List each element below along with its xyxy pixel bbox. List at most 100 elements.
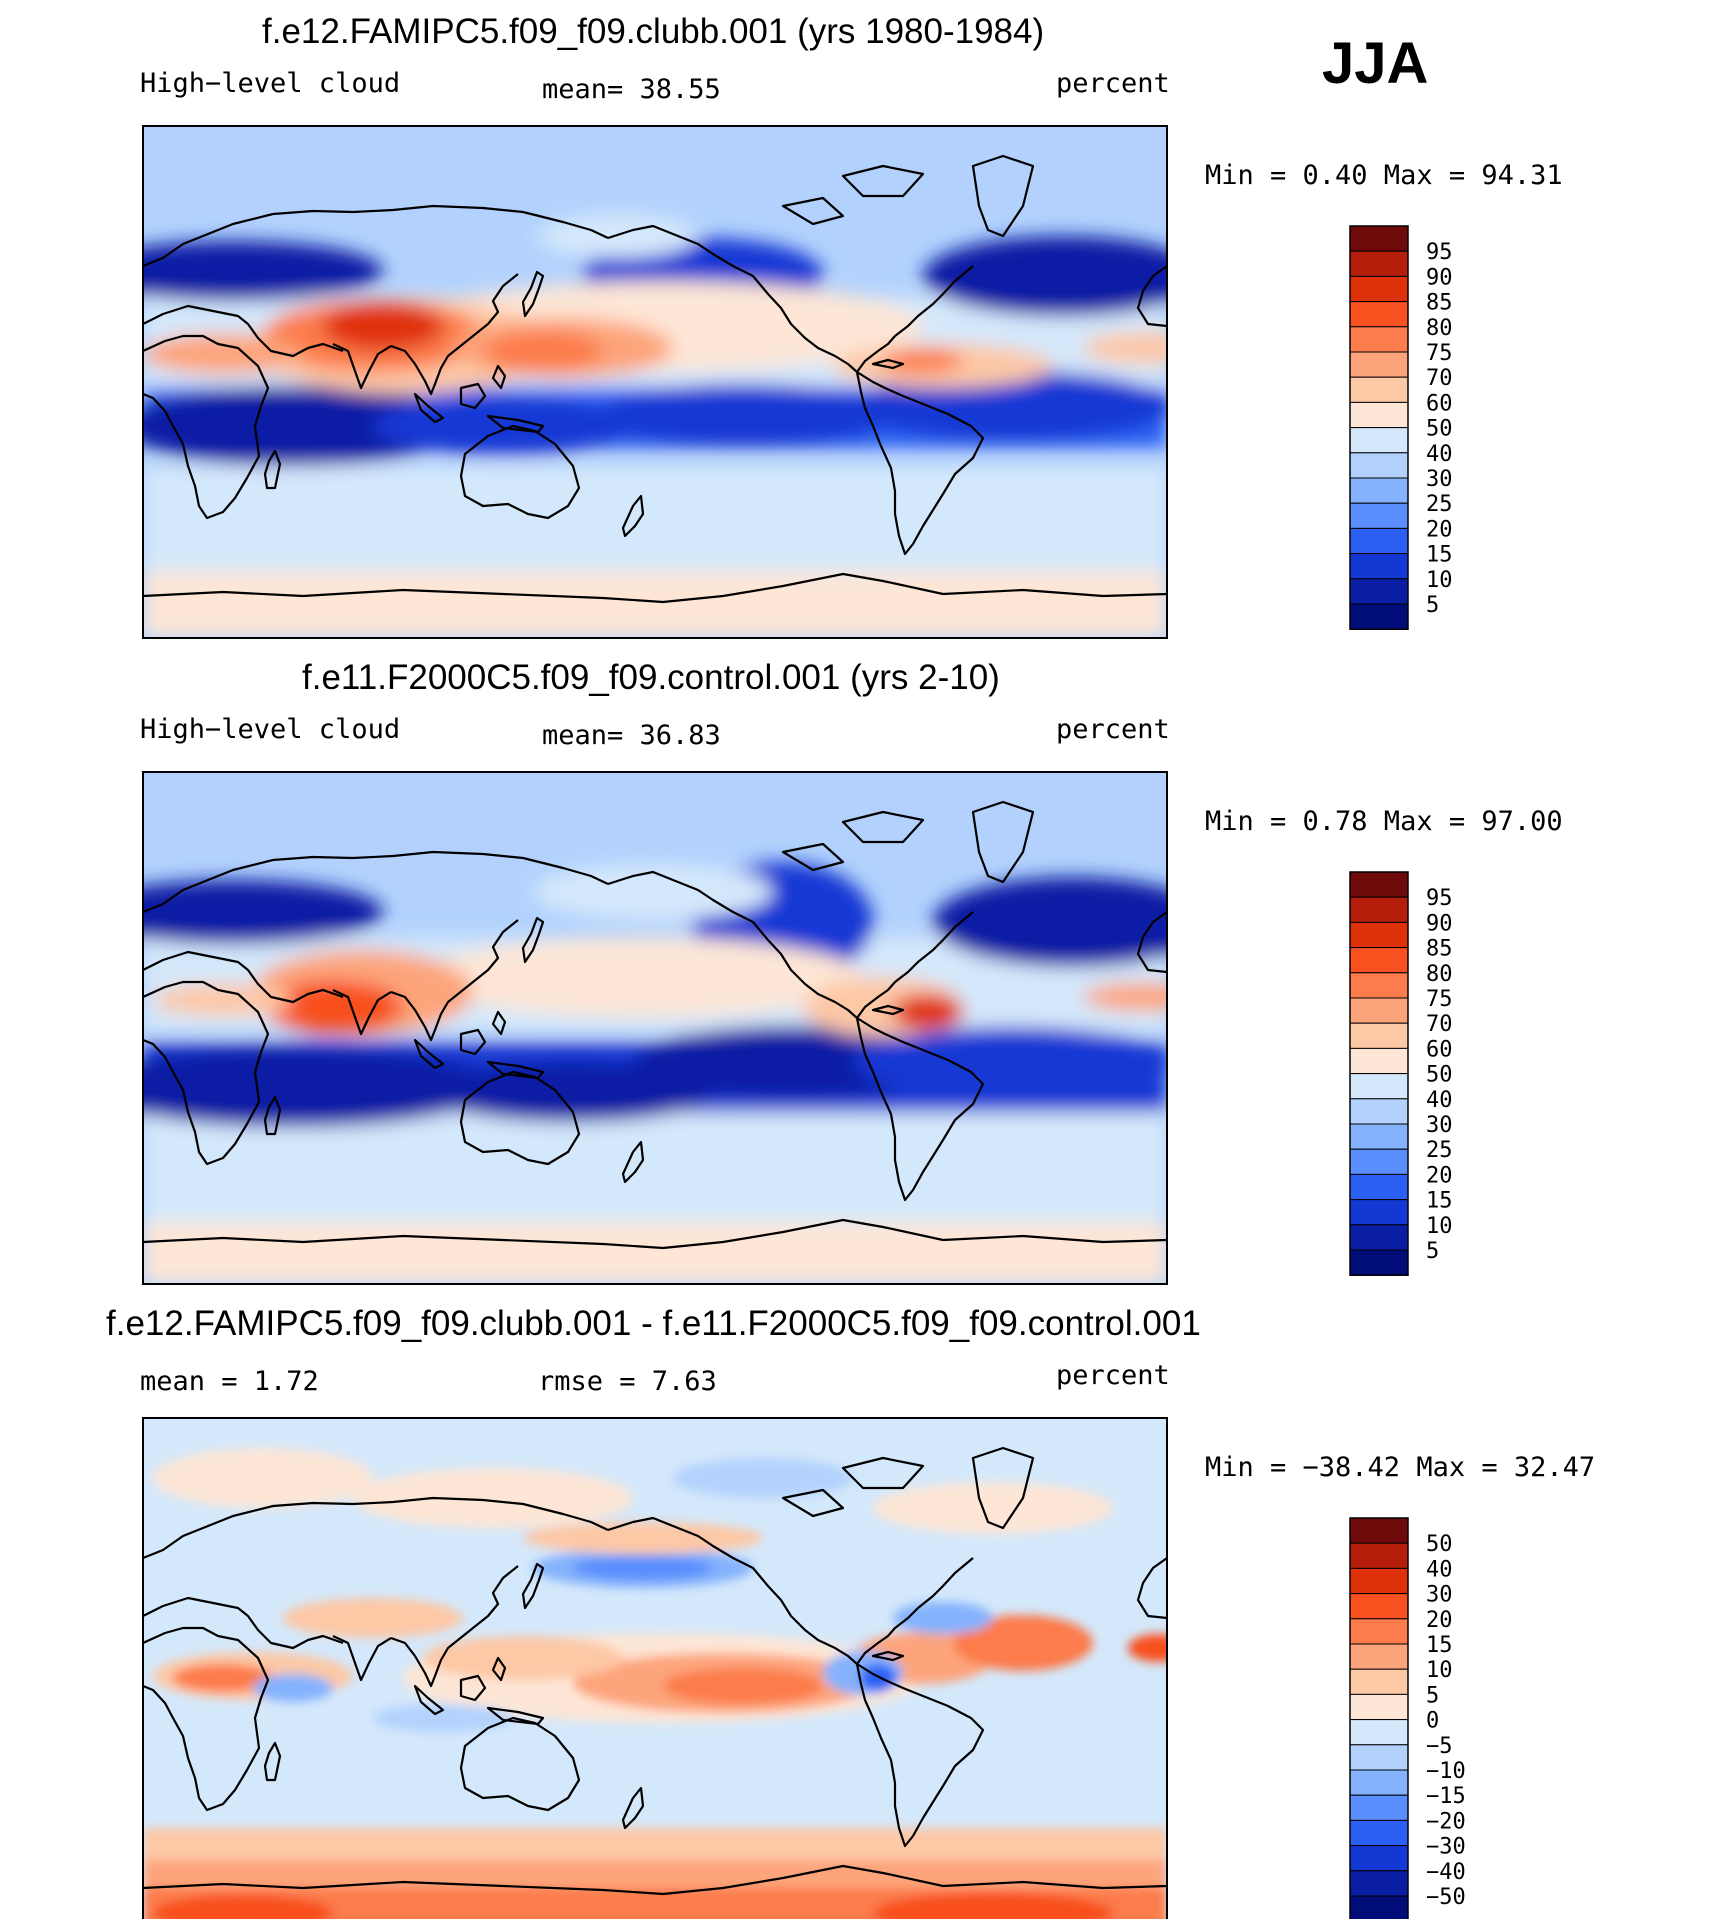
panel-2-mean-label: mean= 36.83 [542, 720, 721, 751]
colorbar-swatch [1349, 1693, 1409, 1721]
colorbar-swatch [1349, 1769, 1409, 1796]
colorbar-tick-label: −50 [1426, 1885, 1466, 1910]
colorbar-tick-label: 40 [1426, 442, 1453, 467]
colorbar-tick-label: 85 [1426, 291, 1453, 316]
colorbar-tick-label: −20 [1426, 1809, 1466, 1834]
colorbar-tick-label: 95 [1426, 240, 1453, 265]
colorbar-tick-label: 5 [1426, 1683, 1439, 1708]
panel-3-map [142, 1417, 1168, 1919]
panel-3-mean-label: mean = 1.72 [140, 1366, 319, 1397]
colorbar-swatch [1349, 1022, 1409, 1049]
colorbar-frame [1349, 871, 1409, 1276]
colorbar-tick-label: 20 [1426, 1608, 1453, 1633]
colorbar-tick-label: 75 [1426, 987, 1453, 1012]
colorbar-tick-label: 50 [1426, 1063, 1453, 1088]
panel-1-units-label: percent [1056, 68, 1170, 99]
colorbar-tick-label: 80 [1426, 962, 1453, 987]
colorbar-tick-label: 0 [1426, 1709, 1439, 1734]
colorbar-tick-label: 60 [1426, 391, 1453, 416]
colorbar-tick-label: 85 [1426, 937, 1453, 962]
colorbar-swatch [1349, 326, 1409, 353]
colorbar-swatch [1349, 376, 1409, 403]
colorbar-swatch [1349, 250, 1409, 277]
panel-3-minmax-label: Min = −38.42 Max = 32.47 [1205, 1452, 1596, 1483]
panel-1-variable-label: High−level cloud [140, 68, 401, 99]
colorbar-swatch [1349, 1199, 1409, 1226]
colorbar-swatch [1349, 1073, 1409, 1100]
colorbar-swatch [1349, 502, 1409, 529]
season-label: JJA [1322, 31, 1429, 96]
colorbar-swatch [1349, 1542, 1409, 1569]
colorbar-swatch [1349, 603, 1409, 630]
colorbar-swatch [1349, 1794, 1409, 1821]
colorbar-swatch [1349, 947, 1409, 974]
colorbar-frame [1349, 225, 1409, 630]
colorbar-tick-label: 15 [1426, 1633, 1453, 1658]
colorbar-swatch [1349, 972, 1409, 999]
colorbar-swatch [1349, 1819, 1409, 1847]
colorbar-swatch [1349, 896, 1409, 923]
colorbar-tick-label: −40 [1426, 1860, 1466, 1885]
colorbar-tick-label: 40 [1426, 1088, 1453, 1113]
colorbar-swatch [1349, 1744, 1409, 1771]
colorbar-swatch [1349, 578, 1409, 605]
colorbar-swatch [1349, 1173, 1409, 1201]
colorbar-tick-label: 15 [1426, 1189, 1453, 1214]
panel-3-title: f.e12.FAMIPC5.f09_f09.clubb.001 - f.e11.… [106, 1304, 1201, 1343]
panel-2-minmax-label: Min = 0.78 Max = 97.00 [1205, 806, 1563, 837]
colorbar-swatch [1349, 1047, 1409, 1075]
colorbar-tick-label: 90 [1426, 265, 1453, 290]
colorbar-swatch [1349, 921, 1409, 949]
colorbar-tick-label: 60 [1426, 1037, 1453, 1062]
colorbar-tick-label: −10 [1426, 1759, 1466, 1784]
colorbar-swatch [1349, 1618, 1409, 1645]
colorbar-swatch [1349, 1719, 1409, 1746]
colorbar-swatch [1349, 1593, 1409, 1620]
colorbar-tick-label: 10 [1426, 1658, 1453, 1683]
panel-1-map [142, 125, 1168, 639]
colorbar-swatch [1349, 275, 1409, 303]
colorbar-swatch [1349, 1517, 1409, 1544]
colorbar-swatch [1349, 997, 1409, 1024]
colorbar-swatch [1349, 1098, 1409, 1125]
colorbar-tick-label: 70 [1426, 366, 1453, 391]
colorbar-swatch [1349, 1249, 1409, 1276]
panel-3-rmse-label: rmse = 7.63 [538, 1366, 717, 1397]
colorbar-tick-label: 5 [1426, 1239, 1439, 1264]
panel-1-mean-label: mean= 38.55 [542, 74, 721, 105]
panel-1-minmax-label: Min = 0.40 Max = 94.31 [1205, 160, 1563, 191]
colorbar-tick-label: 70 [1426, 1012, 1453, 1037]
colorbar-tick-label: 80 [1426, 316, 1453, 341]
panel-3-units-label: percent [1056, 1360, 1170, 1391]
panel-1-title: f.e12.FAMIPC5.f09_f09.clubb.001 (yrs 198… [262, 12, 1045, 51]
colorbar-swatch [1349, 1224, 1409, 1251]
colorbar-tick-label: 25 [1426, 1138, 1453, 1163]
colorbar-swatch [1349, 1870, 1409, 1897]
colorbar-tick-label: 90 [1426, 911, 1453, 936]
colorbar-frame [1349, 1517, 1409, 1919]
colorbar-tick-label: 20 [1426, 1163, 1453, 1188]
colorbar-swatch [1349, 1895, 1409, 1919]
colorbar-tick-label: −30 [1426, 1835, 1466, 1860]
colorbar-swatch [1349, 401, 1409, 429]
colorbar-swatch [1349, 553, 1409, 580]
colorbar-tick-label: 15 [1426, 543, 1453, 568]
colorbar-tick-label: −15 [1426, 1784, 1466, 1809]
colorbar-swatch [1349, 301, 1409, 328]
colorbar-tick-label: 20 [1426, 517, 1453, 542]
colorbar-tick-label: 40 [1426, 1557, 1453, 1582]
colorbar-tick-label: 10 [1426, 568, 1453, 593]
colorbar-tick-label: 75 [1426, 341, 1453, 366]
colorbar-swatch [1349, 225, 1409, 252]
colorbar-swatch [1349, 1123, 1409, 1150]
colorbar-swatch [1349, 1845, 1409, 1872]
panel-2-title: f.e11.F2000C5.f09_f09.control.001 (yrs 2… [302, 658, 1000, 697]
colorbar-tick-label: 50 [1426, 1532, 1453, 1557]
panel-2-units-label: percent [1056, 714, 1170, 745]
colorbar-swatch [1349, 427, 1409, 454]
panel-2-map [142, 771, 1168, 1285]
